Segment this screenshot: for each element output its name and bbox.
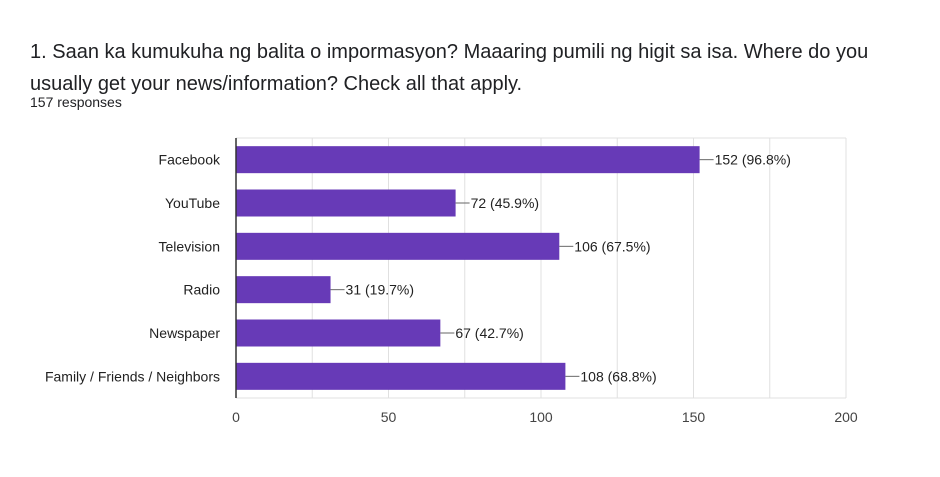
x-tick-label: 150 (682, 409, 706, 425)
bar (236, 276, 331, 304)
category-label: Newspaper (149, 325, 220, 341)
question-title: 1. Saan ka kumukuha ng balita o impormas… (30, 41, 869, 95)
x-tick-label: 100 (529, 409, 553, 425)
data-label: 152 (96.8%) (715, 152, 791, 168)
bar (236, 189, 456, 217)
data-label: 72 (45.9%) (471, 195, 539, 211)
category-label: YouTube (165, 195, 220, 211)
data-label: 67 (42.7%) (455, 325, 523, 341)
category-label: Facebook (159, 152, 221, 168)
bar (236, 232, 560, 260)
bar (236, 319, 441, 347)
x-tick-label: 200 (834, 409, 858, 425)
data-label: 106 (67.5%) (574, 238, 650, 254)
category-label: Television (159, 238, 220, 254)
data-label: 31 (19.7%) (346, 282, 414, 298)
category-label: Radio (183, 282, 220, 298)
x-tick-label: 50 (381, 409, 397, 425)
response-count: 157 responses (30, 94, 122, 110)
bar (236, 362, 566, 390)
bar (236, 146, 700, 174)
data-label: 108 (68.8%) (580, 368, 656, 384)
x-tick-label: 0 (232, 409, 240, 425)
category-label: Family / Friends / Neighbors (45, 368, 220, 384)
